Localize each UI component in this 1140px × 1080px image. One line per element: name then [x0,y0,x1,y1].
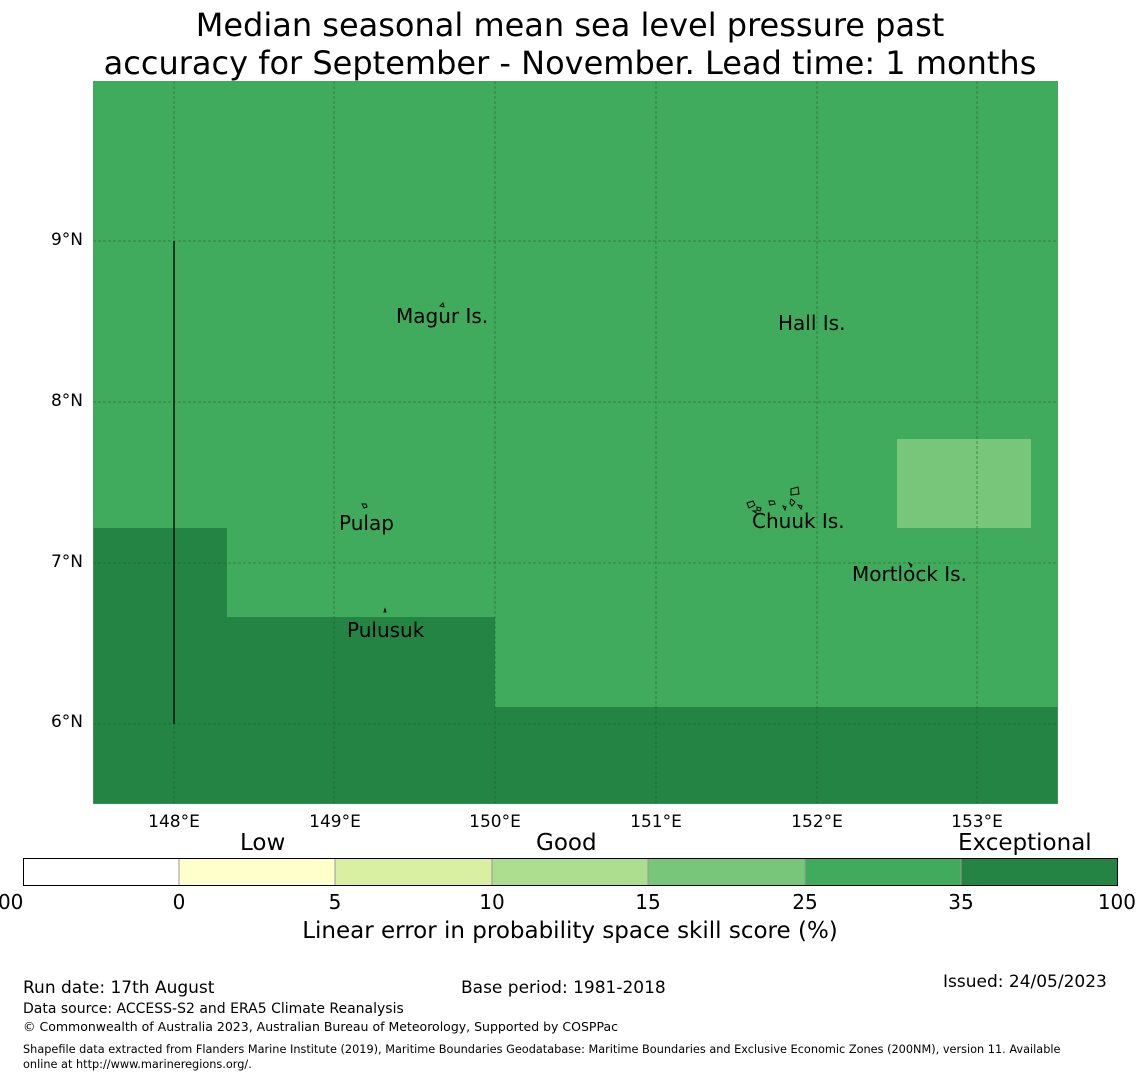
place-label-hall: Hall Is. [778,311,846,335]
colorbar-segment-6 [805,858,961,886]
island-pulap [361,503,368,509]
lat-label-7n: 7°N [50,552,83,572]
colorbar-tick-label: 25 [792,890,818,914]
place-label-mortlock: Mortlock Is. [852,562,967,586]
base-period: Base period: 1981-2018 [461,978,666,998]
colorbar-segment-7 [961,858,1117,886]
island-magur [439,302,445,308]
region-good-25 [897,439,1031,528]
lat-label-9n: 9°N [50,230,83,250]
legend-category-good: Good [536,830,597,856]
colorbar-tick-label: 0 [172,890,186,914]
colorbar-tick-label: 10 [479,890,505,914]
colorbar-segment-4 [492,858,648,886]
place-label-pulap: Pulap [339,511,394,535]
colorbar [23,858,1118,886]
colorbar-tick-label: -100 [0,890,24,914]
legend-category-low: Low [240,830,286,856]
island-mortlock [907,561,913,569]
lon-label-153e: 153°E [951,812,1003,832]
shapefile-credit-line-1: Shapefile data extracted from Flanders M… [23,1043,1061,1056]
legend-category-exceptional: Exceptional [958,830,1092,856]
skill-map[interactable] [93,81,1058,804]
lon-label-149e: 149°E [309,812,361,832]
place-label-pulusuk: Pulusuk [347,618,425,642]
colorbar-tick-label: 5 [328,890,342,914]
page-title-line-1: Median seasonal mean sea level pressure … [195,6,945,44]
run-date: Run date: 17th August [23,978,215,998]
lat-label-8n: 8°N [50,391,83,411]
shapefile-credit-line-2: online at http://www.marineregions.org/. [23,1058,252,1071]
colorbar-tick-label: 15 [635,890,661,914]
island-pulusuk [383,607,387,613]
chuuk-islands [746,486,803,514]
region-exceptional [93,528,1058,804]
colorbar-tick-label: 100 [1097,890,1136,914]
colorbar-segment-5 [648,858,805,886]
issued-date: Issued: 24/05/2023 [943,972,1107,992]
colorbar-tick-label: 35 [948,890,974,914]
lon-label-148e: 148°E [148,812,200,832]
lon-label-151e: 151°E [630,812,682,832]
island-outlines [361,302,913,613]
colorbar-segment-2 [179,858,335,886]
copyright: © Commonwealth of Australia 2023, Austra… [23,1019,618,1034]
lon-label-152e: 152°E [791,812,843,832]
colorbar-segment-3 [335,858,492,886]
lat-label-6n: 6°N [50,712,83,732]
colorbar-segment-1 [23,858,179,886]
lon-label-150e: 150°E [469,812,521,832]
place-label-chuuk: Chuuk Is. [752,509,845,533]
page-title-line-2: accuracy for September - November. Lead … [103,44,1037,82]
data-source: Data source: ACCESS-S2 and ERA5 Climate … [23,1001,404,1017]
colorbar-label: Linear error in probability space skill … [302,918,838,944]
place-label-magur: Magur Is. [396,304,489,328]
